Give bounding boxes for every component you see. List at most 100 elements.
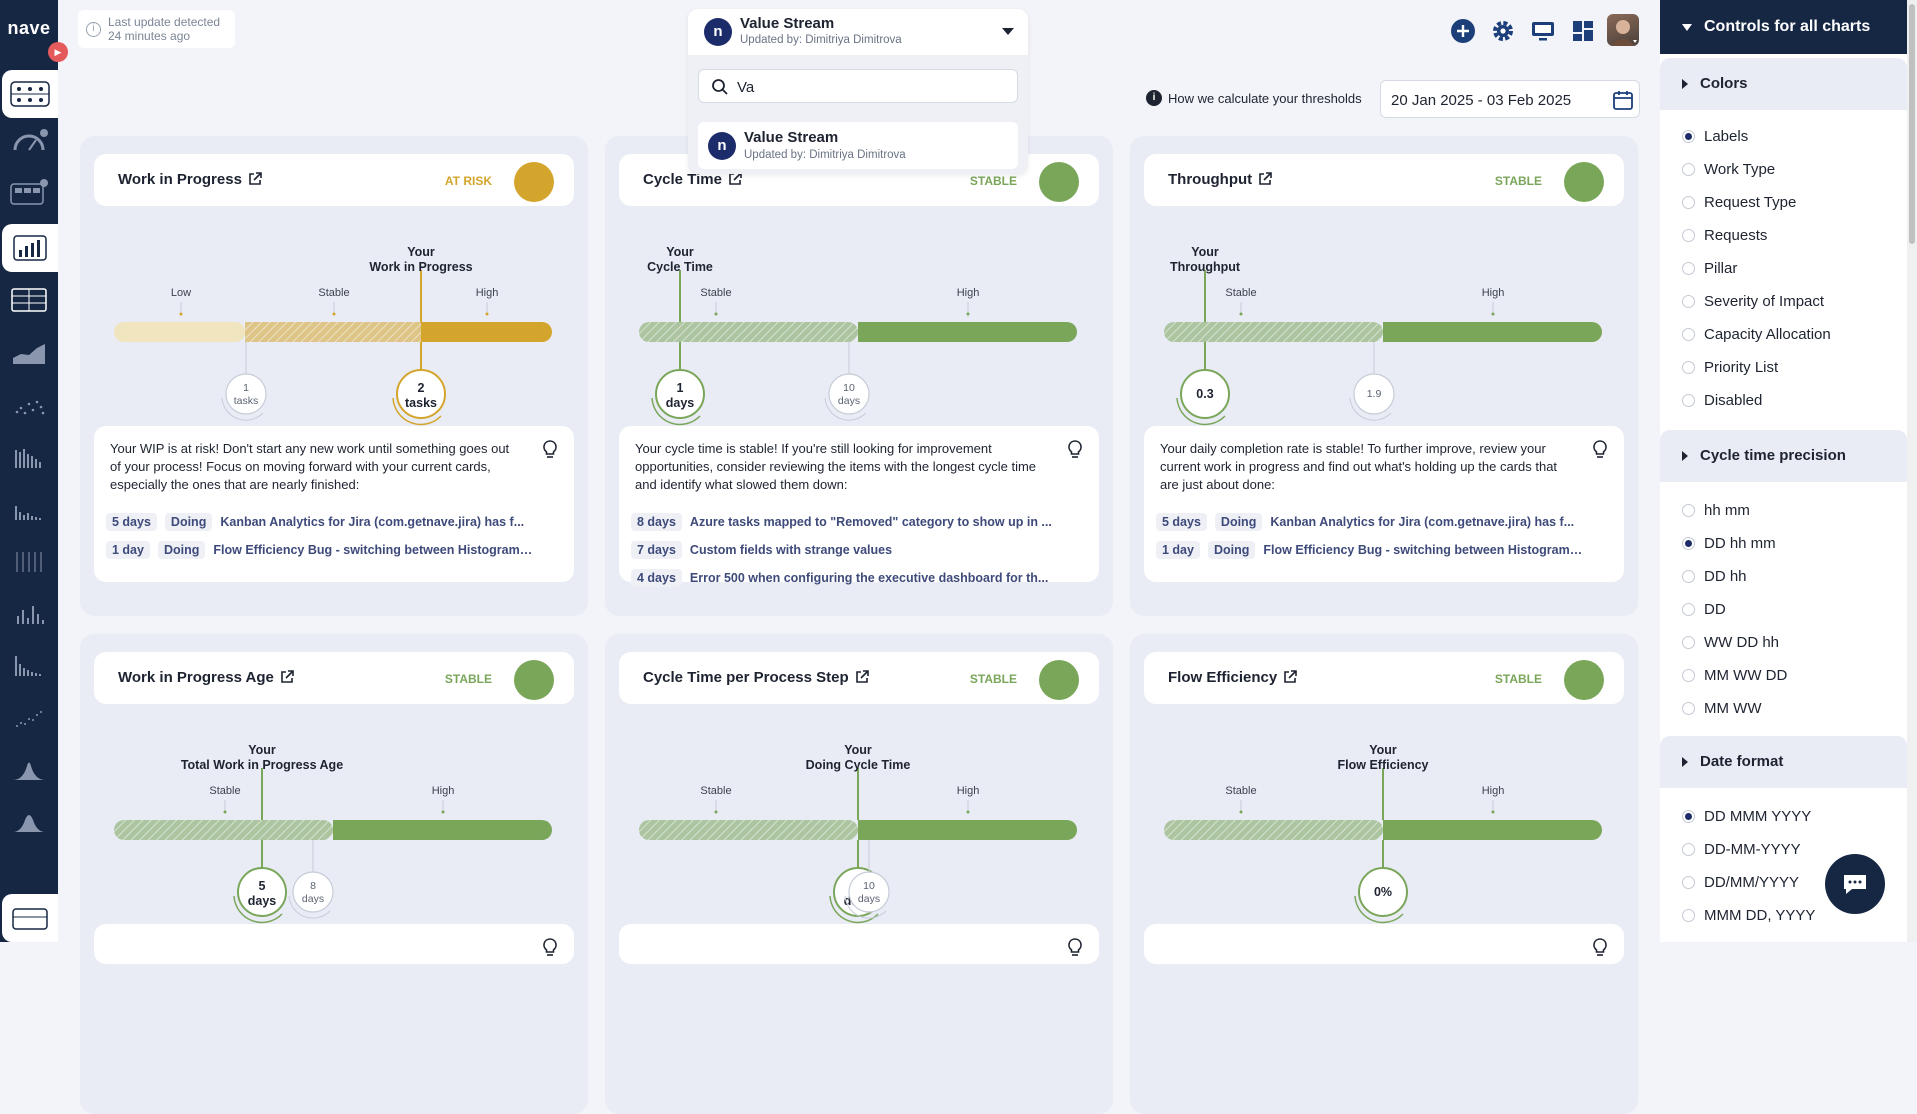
radio-option[interactable]: Work Type (1682, 161, 1775, 178)
section-colors[interactable]: Colors (1660, 58, 1907, 110)
radio-option[interactable]: Severity of Impact (1682, 293, 1824, 310)
controls-panel-header[interactable]: Controls for all charts (1660, 0, 1907, 54)
dashboards-button[interactable] (1568, 16, 1598, 46)
radio-option[interactable]: Disabled (1682, 392, 1762, 409)
nav-collapse-toggle[interactable]: ▶ (48, 42, 68, 62)
nav-item-analytics[interactable] (2, 224, 58, 272)
add-button[interactable] (1448, 16, 1478, 46)
external-link-icon[interactable] (1283, 670, 1298, 684)
nav-item-distribution[interactable] (2, 486, 56, 534)
nav-item-histogram[interactable] (2, 434, 56, 482)
radio-option[interactable]: Request Type (1682, 194, 1796, 211)
item-link[interactable]: Flow Efficiency Bug - switching between … (1263, 543, 1584, 557)
radio-circle[interactable] (1682, 196, 1695, 209)
radio-circle[interactable] (1682, 163, 1695, 176)
nav-item-bell-curve-2[interactable] (2, 798, 56, 846)
radio-circle[interactable] (1682, 262, 1695, 275)
card-title[interactable]: Throughput (1168, 171, 1272, 188)
work-item-row[interactable]: 4 days Error 500 when configuring the exe… (631, 568, 1048, 588)
external-link-icon[interactable] (280, 670, 294, 684)
radio-circle[interactable] (1682, 504, 1695, 517)
item-link[interactable]: Flow Efficiency Bug - switching between … (213, 543, 534, 557)
card-title[interactable]: Flow Efficiency (1168, 669, 1298, 686)
external-link-icon[interactable] (248, 172, 262, 186)
item-link[interactable]: Kanban Analytics for Jira (com.getnave.j… (220, 515, 525, 529)
presentation-button[interactable] (1528, 16, 1558, 46)
item-link[interactable]: Custom fields with strange values (689, 543, 893, 557)
user-avatar[interactable] (1607, 14, 1639, 46)
radio-circle[interactable] (1682, 570, 1695, 583)
nav-item-board-locked[interactable] (2, 168, 56, 216)
work-item-row[interactable]: 5 days Doing Kanban Analytics for Jira (co… (1156, 512, 1574, 532)
radio-option[interactable]: DD MMM YYYY (1682, 808, 1811, 825)
radio-circle[interactable] (1682, 810, 1695, 823)
card-title[interactable]: Work in Progress Age (118, 669, 294, 686)
item-link[interactable]: Azure tasks mapped to "Removed" category… (689, 515, 1052, 529)
radio-option[interactable]: Capacity Allocation (1682, 326, 1831, 343)
radio-circle[interactable] (1682, 909, 1695, 922)
radio-circle[interactable] (1682, 669, 1695, 682)
radio-circle[interactable] (1682, 229, 1695, 242)
radio-circle[interactable] (1682, 702, 1695, 715)
external-link-icon[interactable] (855, 670, 869, 684)
section-cycle-precision[interactable]: Cycle time precision (1660, 430, 1907, 482)
chat-button[interactable] (1825, 854, 1885, 914)
nav-item-scatter[interactable] (2, 382, 56, 430)
work-item-row[interactable]: 8 days Azure tasks mapped to "Removed" ca… (631, 512, 1052, 532)
radio-circle[interactable] (1682, 130, 1695, 143)
item-link[interactable]: Error 500 when configuring the executive… (689, 571, 1049, 585)
external-link-icon[interactable] (1258, 172, 1272, 186)
radio-option[interactable]: Labels (1682, 128, 1748, 145)
work-item-row[interactable]: 7 days Custom fields with strange values (631, 540, 892, 560)
radio-circle[interactable] (1682, 537, 1695, 550)
settings-button[interactable] (1488, 16, 1518, 46)
external-link-icon[interactable] (728, 172, 742, 186)
nav-item-heatmap[interactable] (2, 538, 56, 586)
thresholds-link[interactable]: i How we calculate your thresholds (1146, 90, 1362, 106)
radio-circle[interactable] (1682, 394, 1695, 407)
radio-option[interactable]: Priority List (1682, 359, 1778, 376)
card-title[interactable]: Work in Progress (118, 171, 262, 188)
radio-option[interactable]: DD (1682, 601, 1726, 618)
section-date-format[interactable]: Date format (1660, 736, 1907, 788)
radio-circle[interactable] (1682, 328, 1695, 341)
nav-item-scatter-trend[interactable] (2, 694, 56, 742)
nav-item-area-chart[interactable] (2, 330, 56, 378)
card-title[interactable]: Cycle Time (643, 171, 742, 188)
radio-option[interactable]: MM WW (1682, 700, 1761, 717)
work-item-row[interactable]: 1 day Doing Flow Efficiency Bug - switchin… (1156, 540, 1583, 560)
nav-item-gauge[interactable] (2, 118, 56, 166)
work-item-row[interactable]: 5 days Doing Kanban Analytics for Jira (co… (106, 512, 524, 532)
radio-circle[interactable] (1682, 295, 1695, 308)
nav-item-decay[interactable] (2, 642, 56, 690)
radio-option[interactable]: MMM DD, YYYY (1682, 907, 1815, 924)
radio-option[interactable]: hh mm (1682, 502, 1750, 519)
radio-option[interactable]: DD/MM/YYYY (1682, 874, 1799, 891)
nav-item-dashboard[interactable] (2, 70, 58, 118)
radio-option[interactable]: DD hh mm (1682, 535, 1776, 552)
value-stream-option[interactable]: n Value Stream Updated by: Dimitriya Dim… (698, 122, 1018, 169)
scrollbar-thumb[interactable] (1909, 4, 1915, 244)
radio-option[interactable]: DD hh (1682, 568, 1747, 585)
radio-option[interactable]: Requests (1682, 227, 1767, 244)
work-item-row[interactable]: 1 day Doing Flow Efficiency Bug - switchin… (106, 540, 533, 560)
radio-option[interactable]: Pillar (1682, 260, 1737, 277)
calendar-icon[interactable] (1612, 89, 1634, 111)
card-title[interactable]: Cycle Time per Process Step (643, 669, 869, 686)
value-stream-selector[interactable]: n Value Stream Updated by: Dimitriya Dim… (688, 9, 1028, 55)
value-stream-search-input[interactable] (737, 77, 1007, 97)
page-scrollbar[interactable] (1907, 0, 1917, 942)
radio-circle[interactable] (1682, 636, 1695, 649)
radio-option[interactable]: MM WW DD (1682, 667, 1787, 684)
date-range-picker[interactable]: 20 Jan 2025 - 03 Feb 2025 (1380, 80, 1640, 118)
app-logo[interactable]: nave (7, 18, 51, 38)
radio-circle[interactable] (1682, 876, 1695, 889)
nav-item-table[interactable] (2, 276, 56, 324)
radio-circle[interactable] (1682, 361, 1695, 374)
radio-option[interactable]: DD-MM-YYYY (1682, 841, 1801, 858)
nav-item-bell-curve[interactable] (2, 746, 56, 794)
radio-option[interactable]: WW DD hh (1682, 634, 1779, 651)
radio-circle[interactable] (1682, 843, 1695, 856)
nav-item-settings-board[interactable] (2, 894, 58, 942)
nav-item-bars[interactable] (2, 590, 56, 638)
